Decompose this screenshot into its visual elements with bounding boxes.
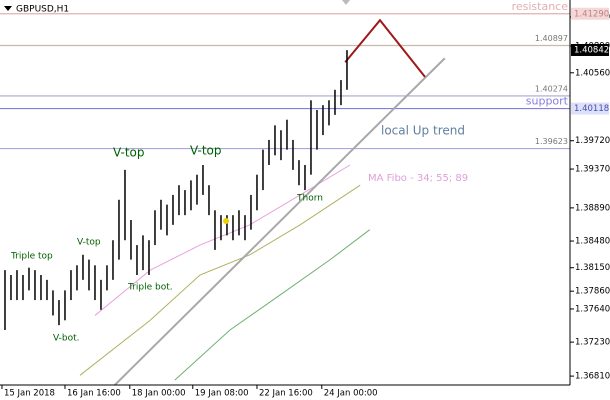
y-tick-label: 1.40560 [575,68,610,78]
y-tick-label: 1.37860 [575,287,610,297]
y-tick-label: 1.37640 [575,304,610,314]
annotation: local Up trend [381,124,465,138]
level-name: support [526,95,569,108]
x-tick-label: 19 Jan 08:00 [195,389,249,399]
annotation: Triple bot. [127,283,173,293]
annotation: V-top [113,146,145,160]
smiley-icon [223,218,229,224]
price-box-label: 1.41290 [574,9,609,19]
price-box [571,43,609,56]
overlay-line [174,229,371,381]
overlay-line [114,57,446,386]
menu-arrow [4,6,12,11]
overlay-line [344,18,426,78]
shift-marker [342,0,350,5]
price-box-label: 1.40118 [574,104,609,114]
x-tick-label: 22 Jan 16:00 [259,389,313,399]
level-value: 1.40897 [535,34,568,43]
x-tick-label: 15 Jan 2018 [4,389,55,399]
y-tick-label: 1.36810 [575,372,610,382]
overlay-line [79,184,361,376]
y-tick-label: 1.38150 [575,263,610,273]
overlay-line [94,164,351,316]
price-box [571,102,609,115]
x-tick-label: 16 Jan 16:00 [67,389,121,399]
annotation: V-bot. [53,334,80,344]
annotation: MA Fibo - 34; 55; 89 [368,173,468,184]
price-box-label: 1.40842 [574,45,609,55]
y-tick-label: 1.38480 [575,237,610,247]
x-tick-label: 18 Jan 00:00 [132,389,186,399]
y-tick-label: 1.38890 [575,203,610,213]
level-value: 1.40274 [535,84,568,93]
annotation: Thorn [296,194,323,204]
annotation: Triple top [10,252,53,262]
axis-bg [571,0,610,385]
y-tick-label: 1.37230 [575,338,610,348]
level-value: 1.39623 [535,137,568,146]
price-box [571,7,609,20]
chart-title: GBPUSD,H1 [16,5,69,15]
y-tick-label: 1.39720 [575,136,610,146]
annotation: V-top [77,238,101,248]
y-tick-label: 1.39370 [575,165,610,175]
annotation: V-top [190,144,222,158]
level-name: resistance [512,0,569,13]
x-tick-label: 24 Jan 00:00 [324,389,378,399]
